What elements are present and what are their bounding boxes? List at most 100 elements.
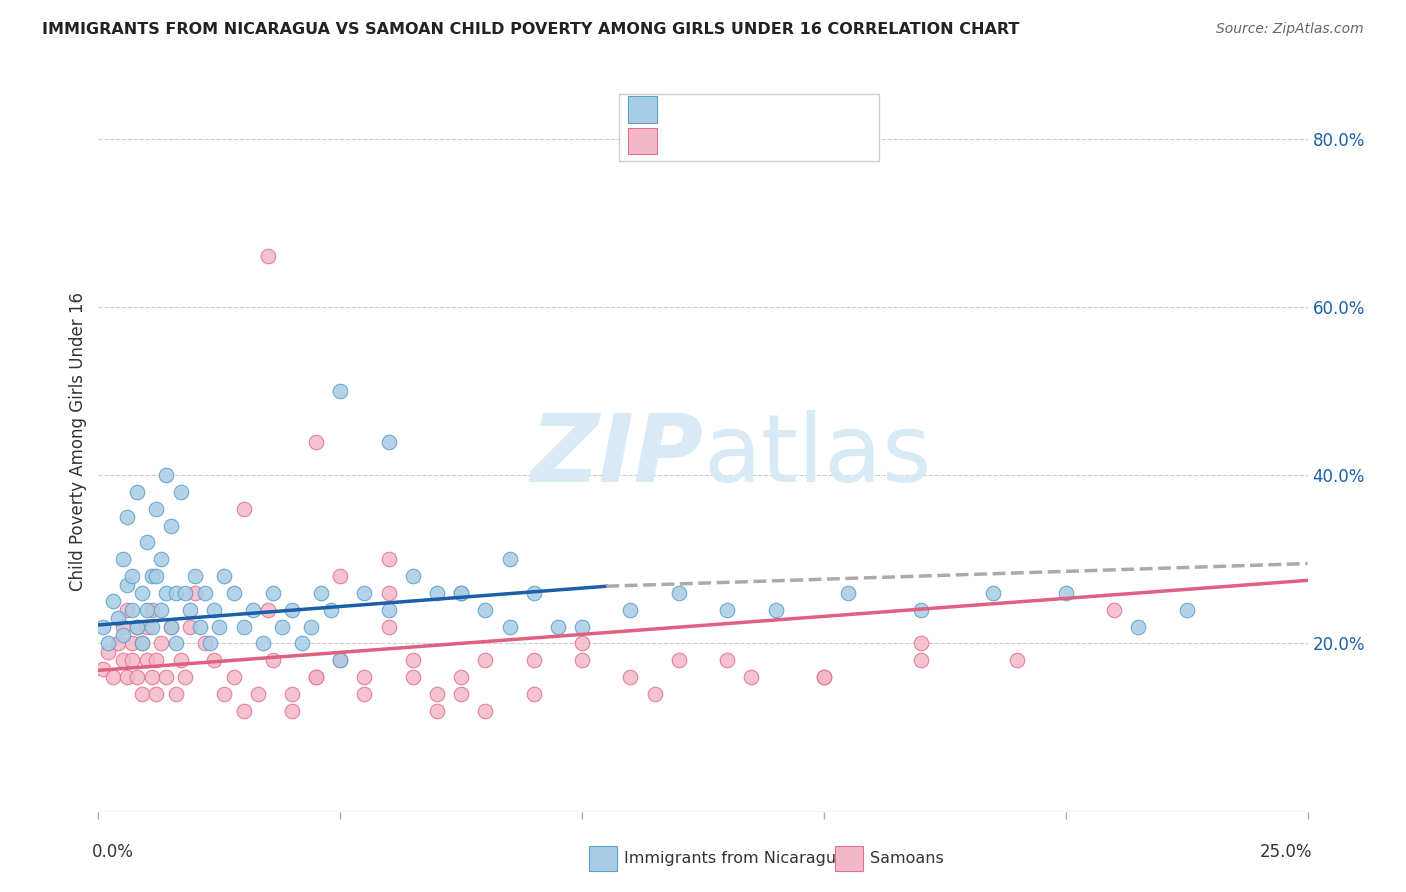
Point: [232, 704, 254, 718]
Point: [319, 603, 342, 617]
Point: [571, 653, 593, 667]
Point: [131, 636, 153, 650]
Point: [232, 619, 254, 633]
Text: Samoans: Samoans: [870, 851, 943, 865]
Point: [299, 619, 322, 633]
Point: [765, 603, 787, 617]
Text: 25.0%: 25.0%: [1260, 843, 1313, 861]
Point: [426, 687, 449, 701]
Point: [169, 653, 191, 667]
Point: [644, 687, 666, 701]
Point: [837, 586, 859, 600]
Text: R =: R =: [665, 103, 700, 117]
Point: [668, 586, 690, 600]
Point: [117, 603, 139, 617]
Point: [141, 619, 163, 633]
Point: [813, 670, 835, 684]
Point: [402, 569, 425, 583]
Point: [252, 636, 274, 650]
Text: R =: R =: [665, 134, 700, 148]
Point: [910, 636, 932, 650]
Point: [353, 586, 375, 600]
Text: Immigrants from Nicaragua: Immigrants from Nicaragua: [624, 851, 846, 865]
Point: [131, 636, 153, 650]
Point: [111, 619, 134, 633]
Point: [377, 619, 399, 633]
Point: [262, 586, 284, 600]
Point: [121, 603, 143, 617]
Point: [910, 603, 932, 617]
Point: [262, 653, 284, 667]
Point: [474, 603, 496, 617]
Point: [121, 569, 143, 583]
Point: [910, 653, 932, 667]
Point: [212, 687, 235, 701]
Point: [305, 670, 328, 684]
Point: [101, 594, 124, 608]
Point: [212, 569, 235, 583]
Point: [198, 636, 221, 650]
Point: [716, 603, 738, 617]
Point: [145, 569, 167, 583]
Point: [232, 501, 254, 516]
Point: [141, 603, 163, 617]
Point: [208, 619, 231, 633]
Point: [127, 619, 149, 633]
Point: [450, 586, 472, 600]
Point: [174, 670, 197, 684]
Point: [141, 569, 163, 583]
Point: [377, 603, 399, 617]
Point: [135, 653, 157, 667]
Point: [426, 586, 449, 600]
Point: [127, 619, 149, 633]
Point: [169, 485, 191, 500]
Point: [426, 704, 449, 718]
Text: IMMIGRANTS FROM NICARAGUA VS SAMOAN CHILD POVERTY AMONG GIRLS UNDER 16 CORRELATI: IMMIGRANTS FROM NICARAGUA VS SAMOAN CHIL…: [42, 22, 1019, 37]
Point: [305, 434, 328, 449]
Point: [402, 653, 425, 667]
Point: [188, 619, 211, 633]
Point: [353, 687, 375, 701]
Point: [204, 653, 226, 667]
Text: 0.201: 0.201: [700, 134, 751, 148]
Point: [111, 628, 134, 642]
Point: [107, 611, 129, 625]
Point: [353, 670, 375, 684]
Text: N =: N =: [763, 134, 800, 148]
Point: [571, 636, 593, 650]
Point: [160, 619, 183, 633]
Point: [571, 619, 593, 633]
Point: [474, 653, 496, 667]
Point: [377, 586, 399, 600]
Point: [377, 434, 399, 449]
Point: [97, 645, 120, 659]
Point: [450, 687, 472, 701]
Text: ZIP: ZIP: [530, 410, 703, 502]
Point: [1054, 586, 1077, 600]
Point: [194, 586, 217, 600]
Point: [145, 687, 167, 701]
Point: [150, 636, 173, 650]
Point: [160, 619, 183, 633]
Y-axis label: Child Poverty Among Girls Under 16: Child Poverty Among Girls Under 16: [69, 292, 87, 591]
Point: [111, 653, 134, 667]
Point: [165, 636, 187, 650]
Point: [305, 670, 328, 684]
Point: [619, 670, 641, 684]
Text: 74: 74: [799, 103, 821, 117]
Point: [145, 653, 167, 667]
Point: [474, 704, 496, 718]
Point: [716, 653, 738, 667]
Point: [1102, 603, 1125, 617]
Text: 0.110: 0.110: [700, 103, 751, 117]
Text: N =: N =: [763, 103, 800, 117]
Point: [247, 687, 270, 701]
Point: [271, 619, 294, 633]
Point: [127, 670, 149, 684]
Point: [117, 510, 139, 524]
Point: [141, 670, 163, 684]
Point: [377, 552, 399, 566]
Point: [194, 636, 217, 650]
Point: [117, 577, 139, 591]
Point: [523, 586, 546, 600]
